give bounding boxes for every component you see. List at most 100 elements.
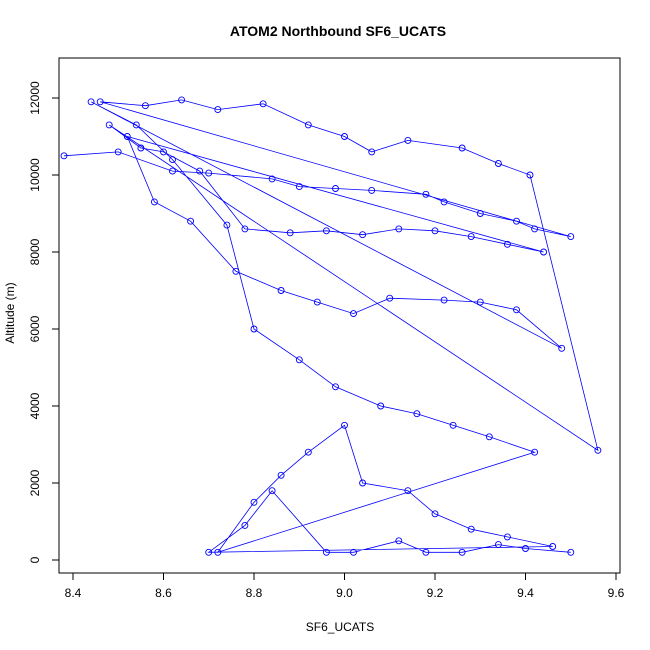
data-point (494, 541, 502, 549)
data-point (522, 545, 529, 552)
data-point (250, 498, 258, 506)
x-axis-label: SF6_UCATS (306, 620, 374, 634)
x-tick-label: 9.6 (608, 586, 625, 600)
data-point (503, 240, 511, 248)
data-point (531, 448, 539, 456)
x-tick-label: 9.4 (517, 586, 534, 600)
data-point (413, 410, 421, 418)
x-tick-label: 9.2 (427, 586, 444, 600)
data-point (277, 287, 285, 294)
data-point (241, 521, 249, 529)
data-point (549, 543, 557, 550)
data-point (341, 421, 348, 429)
data-point (513, 306, 520, 314)
data-point (395, 537, 403, 545)
y-axis-label: Altitude (m) (3, 282, 17, 343)
data-point (259, 100, 267, 108)
data-point (322, 548, 330, 556)
data-point (341, 133, 348, 140)
data-point (114, 148, 122, 156)
data-point (359, 479, 367, 487)
data-point (241, 225, 249, 233)
data-point (494, 160, 502, 167)
data-point (137, 144, 145, 152)
data-point (422, 190, 430, 198)
data-point (123, 133, 131, 140)
data-point (531, 225, 539, 233)
data-point (359, 231, 367, 239)
data-point (141, 102, 149, 110)
data-point (332, 383, 339, 391)
data-point (467, 233, 475, 241)
y-tick-label: 12000 (28, 81, 42, 115)
data-point (395, 225, 403, 233)
plot-frame (58, 57, 621, 574)
data-point (540, 248, 548, 256)
data-point (223, 221, 231, 229)
data-point (503, 533, 511, 541)
data-point (440, 198, 448, 206)
data-point (304, 121, 312, 129)
data-point (286, 229, 294, 237)
data-point (132, 121, 140, 129)
data-point (440, 296, 448, 304)
data-point (377, 402, 385, 410)
data-point (150, 198, 158, 206)
data-point (386, 294, 394, 302)
data-point (567, 233, 575, 241)
data-point (87, 98, 95, 106)
data-point (567, 548, 575, 556)
data-point (105, 121, 113, 129)
data-point (268, 487, 276, 495)
y-tick-label: 8000 (28, 238, 42, 265)
chart-title: ATOM2 Northbound SF6_UCATS (230, 23, 446, 39)
data-point (594, 446, 602, 454)
data-point (458, 144, 466, 152)
y-tick-label: 2000 (28, 469, 42, 496)
data-point (169, 156, 176, 164)
data-point (368, 186, 376, 194)
data-point (332, 185, 339, 192)
data-point (214, 106, 222, 114)
data-point (304, 448, 312, 456)
data-point (232, 267, 240, 275)
data-point (277, 471, 285, 479)
data-point (422, 548, 430, 556)
data-point (268, 175, 276, 183)
data-point (558, 344, 566, 352)
data-point (205, 169, 213, 177)
x-tick-label: 8.6 (155, 586, 172, 600)
data-point (513, 217, 520, 225)
x-tick-label: 8.4 (65, 586, 82, 600)
data-point (431, 510, 439, 518)
data-point (458, 548, 466, 556)
data-point (449, 421, 457, 429)
data-point (214, 548, 222, 556)
data-point (322, 227, 330, 235)
data-point (431, 227, 439, 235)
data-point (160, 148, 167, 156)
data-point (250, 325, 258, 333)
y-axis: 0 2000 4000 6000 8000 10000 12000 (28, 81, 59, 563)
y-tick-label: 6000 (28, 315, 42, 342)
x-tick-label: 8.8 (246, 586, 263, 600)
data-point (404, 136, 412, 144)
series-points (60, 96, 602, 556)
data-point (368, 148, 376, 156)
data-point (404, 487, 412, 495)
data-point (169, 167, 176, 175)
data-point (295, 183, 303, 191)
x-tick-label: 9.0 (336, 586, 353, 600)
data-point (205, 548, 213, 556)
data-point (350, 310, 357, 318)
data-point (187, 217, 195, 225)
data-point (476, 298, 484, 306)
data-point (196, 167, 204, 175)
data-point (350, 548, 357, 556)
data-point (467, 525, 475, 533)
data-point (60, 152, 68, 160)
y-tick-label: 4000 (28, 392, 42, 419)
data-point (178, 96, 186, 104)
x-axis: 8.4 8.6 8.8 9.0 9.2 9.4 9.6 (65, 573, 625, 600)
